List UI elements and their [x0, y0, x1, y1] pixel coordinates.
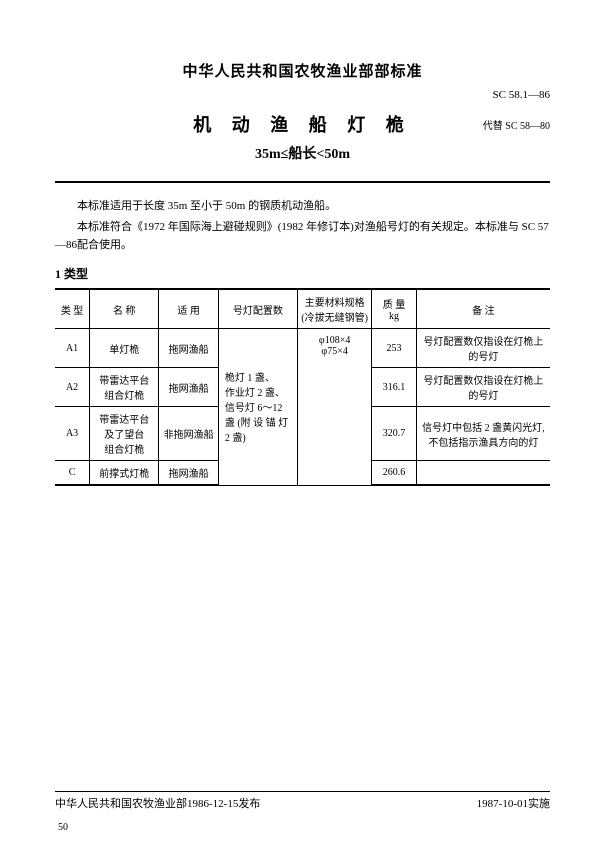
col-name: 名 称: [90, 289, 159, 329]
cell-mass: 316.1: [372, 368, 417, 407]
scope-paragraph-2: 本标准符合《1972 年国际海上避碰规则》(1982 年修订本)对渔船号灯的有关…: [55, 218, 550, 255]
cell-material: φ108×4 φ75×4: [298, 329, 372, 486]
cell-usage: 拖网渔船: [159, 368, 218, 407]
col-note: 备 注: [416, 289, 550, 329]
type-table: 类 型 名 称 适 用 号灯配置数 主要材料规格 (冷拔无缝钢管) 质 量 kg…: [55, 288, 550, 486]
cell-note: 号灯配置数仅指设在灯桅上的号灯: [416, 329, 550, 368]
table-header-row: 类 型 名 称 适 用 号灯配置数 主要材料规格 (冷拔无缝钢管) 质 量 kg…: [55, 289, 550, 329]
cell-type: C: [55, 461, 90, 486]
cell-mass: 260.6: [372, 461, 417, 486]
cell-note: 信号灯中包括 2 盏黄闪光灯,不包括指示渔具方向的灯: [416, 407, 550, 461]
cell-type: A2: [55, 368, 90, 407]
table-row: A1 单灯桅 拖网渔船 桅灯 1 盏、 作业灯 2 盏、 信号灯 6～12 盏 …: [55, 329, 550, 368]
cell-lamp-config: 桅灯 1 盏、 作业灯 2 盏、 信号灯 6～12 盏 (附 设 锚 灯 2 盏…: [218, 329, 297, 486]
standard-code: SC 58.1—86: [493, 89, 550, 101]
cell-note: 号灯配置数仅指设在灯桅上的号灯: [416, 368, 550, 407]
cell-type: A3: [55, 407, 90, 461]
section-heading-1: 1 类型: [55, 265, 550, 282]
scope-paragraph-1: 本标准适用于长度 35m 至小于 50m 的钢质机动渔船。: [55, 197, 550, 216]
main-title: 机 动 渔 船 灯 桅: [193, 111, 412, 137]
cell-usage: 拖网渔船: [159, 329, 218, 368]
cell-mass: 320.7: [372, 407, 417, 461]
cell-name: 单灯桅: [90, 329, 159, 368]
cell-name: 带雷达平台 及了望台 组合灯桅: [90, 407, 159, 461]
col-mass: 质 量 kg: [372, 289, 417, 329]
col-usage: 适 用: [159, 289, 218, 329]
cell-note: [416, 461, 550, 486]
cell-usage: 非拖网渔船: [159, 407, 218, 461]
cell-usage: 拖网渔船: [159, 461, 218, 486]
cell-name: 前撑式灯桅: [90, 461, 159, 486]
col-lamp: 号灯配置数: [218, 289, 297, 329]
col-type: 类 型: [55, 289, 90, 329]
issue-info: 中华人民共和国农牧渔业部1986-12-15发布: [55, 795, 260, 811]
org-title: 中华人民共和国农牧渔业部部标准: [55, 60, 550, 81]
page-number: 50: [58, 822, 68, 833]
replace-code: 代替 SC 58—80: [483, 117, 550, 132]
page-footer: 中华人民共和国农牧渔业部1986-12-15发布 1987-10-01实施: [55, 791, 550, 811]
sub-title: 35m≤船长<50m: [55, 143, 550, 163]
title-divider: [55, 181, 550, 183]
cell-type: A1: [55, 329, 90, 368]
effective-info: 1987-10-01实施: [477, 795, 550, 811]
cell-name: 带雷达平台 组合灯桅: [90, 368, 159, 407]
cell-mass: 253: [372, 329, 417, 368]
col-material: 主要材料规格 (冷拔无缝钢管): [298, 289, 372, 329]
